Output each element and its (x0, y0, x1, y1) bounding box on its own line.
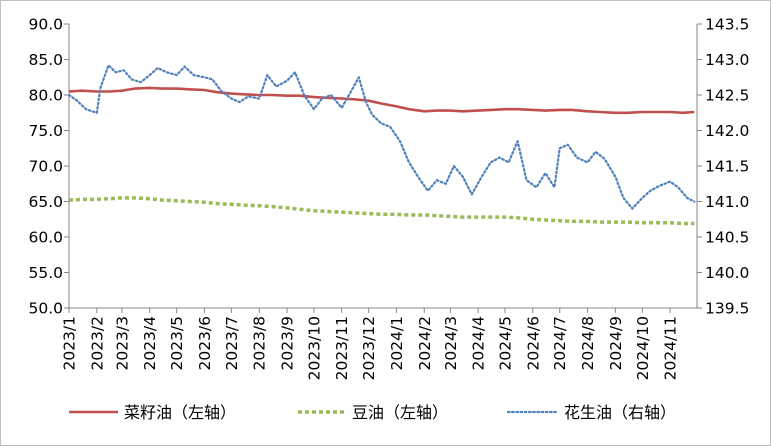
left-tick-label: 70.0 (28, 158, 63, 176)
left-tick-label: 60.0 (28, 229, 63, 247)
axes: 50.0 55.0 60.0 65.0 70.0 75.0 80.0 85.0 90.0 139.… (28, 16, 749, 381)
x-tick-label: 2023/3 (113, 316, 131, 371)
x-tick-label: 2024/2 (416, 316, 434, 371)
x-tick-label: 2023/6 (196, 316, 214, 371)
x-tick-label: 2024/9 (607, 316, 625, 371)
left-tick-label: 75.0 (28, 122, 63, 140)
left-tick-label: 55.0 (28, 264, 63, 282)
x-tick-label: 2023/4 (141, 316, 159, 371)
left-tick-label: 90.0 (28, 16, 63, 34)
x-tick-label: 2023/1 (61, 316, 79, 371)
right-tick-label: 143.5 (705, 16, 749, 34)
right-tick-label: 140.5 (705, 229, 749, 247)
left-tick-label: 50.0 (28, 300, 63, 318)
x-tick-label: 2023/5 (168, 316, 186, 371)
left-tick-label: 65.0 (28, 193, 63, 211)
x-tick-label: 2023/11 (333, 316, 351, 380)
x-tick-label: 2023/2 (88, 316, 106, 371)
x-tick-label: 2024/3 (442, 316, 460, 371)
right-tick-label: 142.0 (705, 122, 749, 140)
legend-label-2: 豆油（左轴） (352, 403, 448, 422)
series-layer (67, 64, 696, 226)
x-tick-label: 2024/1 (388, 316, 406, 371)
x-tick-label: 2024/5 (497, 316, 515, 371)
legend-label-3: 花生油（右轴） (564, 403, 676, 422)
left-tick-label: 80.0 (28, 87, 63, 105)
x-tick-label: 2023/7 (223, 316, 241, 371)
series-line-2 (68, 196, 695, 226)
right-tick-label: 139.5 (705, 300, 749, 318)
x-tick-label: 2023/12 (360, 316, 378, 380)
legend-label-1: 菜籽油（左轴） (124, 403, 236, 422)
x-tick-label: 2024/4 (470, 316, 488, 371)
right-tick-label: 141.5 (705, 158, 749, 176)
right-tick-label: 140.0 (705, 264, 749, 282)
legend: 菜籽油（左轴） 豆油（左轴） 花生油（右轴） (69, 403, 676, 422)
x-tick-label: 2023/8 (251, 316, 269, 371)
x-tick-label: 2024/11 (662, 316, 680, 380)
right-tick-label: 142.5 (705, 87, 749, 105)
left-tick-label: 85.0 (28, 51, 63, 69)
x-tick-label: 2024/6 (524, 316, 542, 371)
right-tick-label: 141.0 (705, 193, 749, 211)
series-line-3 (67, 64, 696, 210)
x-tick-label: 2023/9 (279, 316, 297, 371)
x-tick-label: 2023/10 (305, 316, 323, 380)
series-line-1 (68, 86, 695, 115)
x-tick-label: 2024/10 (634, 316, 652, 380)
x-tick-label: 2024/7 (551, 316, 569, 371)
x-tick-label: 2024/8 (579, 316, 597, 371)
right-tick-label: 143.0 (705, 51, 749, 69)
